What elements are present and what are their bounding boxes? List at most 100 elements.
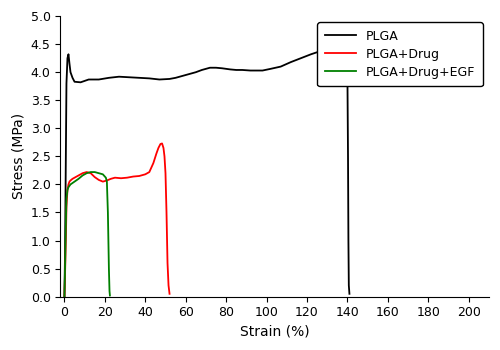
PLGA	[318, 49, 324, 53]
PLGA+Drug+EGF	[105, 210, 111, 215]
PLGA	[193, 70, 199, 74]
PLGA+Drug+EGF	[103, 176, 109, 180]
PLGA	[78, 80, 84, 84]
PLGA	[199, 68, 205, 72]
PLGA+Drug	[164, 210, 170, 215]
PLGA+Drug	[166, 283, 172, 287]
PLGA+Drug	[64, 188, 70, 192]
PLGA+Drug	[63, 238, 69, 243]
PLGA+Drug	[118, 176, 124, 180]
PLGA	[336, 39, 342, 43]
PLGA	[344, 37, 349, 42]
PLGA+Drug	[130, 174, 136, 179]
PLGA	[186, 72, 192, 76]
PLGA	[288, 60, 294, 64]
PLGA+Drug	[62, 272, 68, 276]
PLGA	[72, 80, 78, 84]
PLGA+Drug+EGF	[100, 172, 106, 176]
PLGA+Drug	[68, 178, 73, 183]
PLGA+Drug	[112, 176, 118, 180]
PLGA	[346, 283, 352, 287]
PLGA	[346, 292, 352, 296]
PLGA+Drug+EGF	[76, 177, 82, 181]
Line: PLGA+Drug: PLGA+Drug	[64, 144, 170, 296]
PLGA	[233, 68, 239, 72]
PLGA+Drug	[66, 182, 71, 187]
PLGA	[96, 77, 102, 82]
PLGA+Drug+EGF	[63, 222, 69, 226]
PLGA+Drug	[124, 176, 130, 180]
PLGA	[268, 67, 274, 71]
PLGA	[64, 81, 70, 85]
Legend: PLGA, PLGA+Drug, PLGA+Drug+EGF: PLGA, PLGA+Drug, PLGA+Drug+EGF	[317, 22, 482, 86]
PLGA+Drug	[160, 146, 166, 150]
PLGA+Drug	[80, 171, 86, 175]
PLGA+Drug+EGF	[64, 188, 70, 192]
PLGA	[219, 66, 225, 70]
Line: PLGA: PLGA	[64, 38, 350, 296]
PLGA+Drug+EGF	[96, 171, 102, 175]
PLGA+Drug	[84, 170, 89, 174]
PLGA	[66, 52, 71, 56]
PLGA	[126, 75, 132, 79]
PLGA	[344, 70, 350, 74]
PLGA	[64, 56, 70, 60]
PLGA	[70, 76, 75, 80]
PLGA+Drug	[162, 171, 168, 175]
PLGA+Drug	[108, 177, 114, 181]
PLGA+Drug+EGF	[107, 293, 113, 298]
PLGA+Drug+EGF	[88, 170, 94, 174]
PLGA	[172, 76, 178, 80]
PLGA	[136, 76, 142, 80]
PLGA+Drug+EGF	[106, 289, 112, 293]
PLGA+Drug	[166, 292, 172, 296]
PLGA+Drug+EGF	[92, 170, 98, 174]
PLGA	[346, 238, 352, 243]
PLGA+Drug	[70, 177, 75, 181]
PLGA	[213, 65, 219, 70]
PLGA	[260, 69, 266, 73]
PLGA+Drug+EGF	[80, 173, 86, 177]
PLGA	[66, 62, 72, 66]
PLGA+Drug	[100, 180, 106, 184]
PLGA+Drug	[164, 261, 170, 265]
PLGA+Drug+EGF	[72, 180, 78, 184]
X-axis label: Strain (%): Strain (%)	[240, 325, 310, 339]
PLGA+Drug+EGF	[68, 182, 73, 187]
PLGA	[63, 154, 69, 159]
PLGA+Drug	[150, 161, 156, 165]
PLGA	[254, 69, 260, 73]
PLGA+Drug	[162, 154, 168, 159]
PLGA+Drug	[136, 174, 142, 178]
PLGA+Drug	[158, 142, 164, 146]
PLGA	[240, 68, 246, 72]
PLGA	[248, 69, 254, 73]
PLGA	[328, 45, 334, 49]
PLGA	[106, 76, 112, 80]
PLGA+Drug	[76, 173, 82, 177]
PLGA	[278, 64, 283, 69]
PLGA+Drug+EGF	[84, 171, 89, 175]
PLGA	[156, 77, 162, 82]
PLGA	[62, 250, 68, 254]
PLGA	[178, 74, 184, 78]
PLGA+Drug	[146, 170, 152, 174]
PLGA	[345, 154, 351, 159]
PLGA+Drug	[66, 180, 72, 184]
PLGA+Drug	[104, 178, 110, 183]
PLGA	[340, 36, 346, 41]
Y-axis label: Stress (MPa): Stress (MPa)	[11, 113, 25, 200]
PLGA	[68, 70, 73, 74]
PLGA	[227, 67, 233, 71]
PLGA+Drug	[72, 176, 78, 180]
PLGA+Drug	[142, 172, 148, 176]
PLGA+Drug	[96, 178, 102, 182]
PLGA+Drug	[62, 294, 68, 299]
PLGA	[207, 65, 213, 70]
PLGA	[308, 52, 314, 56]
PLGA+Drug+EGF	[62, 266, 68, 271]
PLGA	[116, 75, 122, 79]
PLGA	[298, 56, 304, 60]
PLGA	[62, 294, 68, 299]
PLGA+Drug+EGF	[104, 180, 110, 184]
